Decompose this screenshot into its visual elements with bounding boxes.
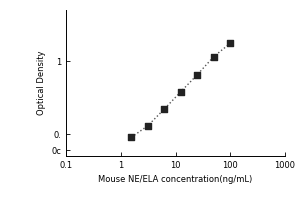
Point <box>146 124 150 127</box>
Point <box>195 73 200 76</box>
Point <box>228 42 233 45</box>
X-axis label: Mouse NE/ELA concentration(ng/mL): Mouse NE/ELA concentration(ng/mL) <box>98 175 253 184</box>
Point <box>162 107 167 111</box>
Y-axis label: Optical Density: Optical Density <box>37 51 46 115</box>
Point <box>178 90 183 93</box>
Point <box>212 55 216 58</box>
Point <box>129 136 134 139</box>
